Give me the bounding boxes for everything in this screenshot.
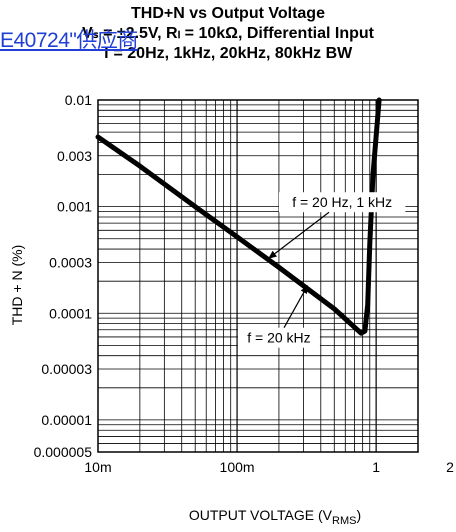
y-tick-label: 0.01 — [65, 92, 92, 108]
chart-title-line-1: THD+N vs Output Voltage — [131, 5, 325, 22]
annotation-label: f = 20 kHz — [247, 330, 310, 346]
chart-title-line-3: f = 20Hz, 1kHz, 20kHz, 80kHz BW — [103, 45, 353, 62]
tick-labels: 0.01 0.003 0.001 0.0003 0.0001 0.00003 0.00001… — [34, 92, 455, 475]
y-tick-label: 0.00003 — [41, 361, 92, 377]
annotations: f = 20 Hz, 1 kHz f = 20 kHz — [237, 192, 406, 348]
chart-title-line-2: Vₛ = ±2.5V, Rₗ = 10kΩ, Differential Inpu… — [82, 25, 374, 42]
chart-title: THD+N vs Output Voltage Vₛ = ±2.5V, Rₗ =… — [0, 4, 456, 64]
x-axis-title: OUTPUT VOLTAGE (VRMS) — [189, 507, 361, 527]
annotation-arrow — [268, 211, 330, 259]
grid — [98, 100, 418, 452]
y-tick-label: 0.001 — [57, 199, 92, 215]
plot-frame — [97, 99, 419, 453]
y-tick-label: 0.0001 — [49, 305, 92, 321]
y-axis-title: THD + N (%) — [9, 245, 25, 326]
y-tick-label: 0.000005 — [34, 444, 93, 460]
annotation-label: f = 20 Hz, 1 kHz — [292, 194, 392, 210]
watermark-text: E40724"供应商 — [0, 29, 138, 52]
annotation-arrow — [283, 284, 308, 328]
y-tick-label: 0.00001 — [41, 412, 92, 428]
y-tick-label: 0.0003 — [49, 254, 92, 270]
x-tick-label: 100m — [220, 459, 255, 475]
thd-curve — [95, 97, 382, 336]
x-tick-label: 10m — [84, 459, 111, 475]
y-tick-label: 0.003 — [57, 148, 92, 164]
x-tick-label: 2 — [446, 459, 454, 475]
annotation-label-bg — [278, 192, 406, 213]
x-tick-label: 1 — [372, 459, 380, 475]
annotation-label-bg — [237, 327, 320, 348]
